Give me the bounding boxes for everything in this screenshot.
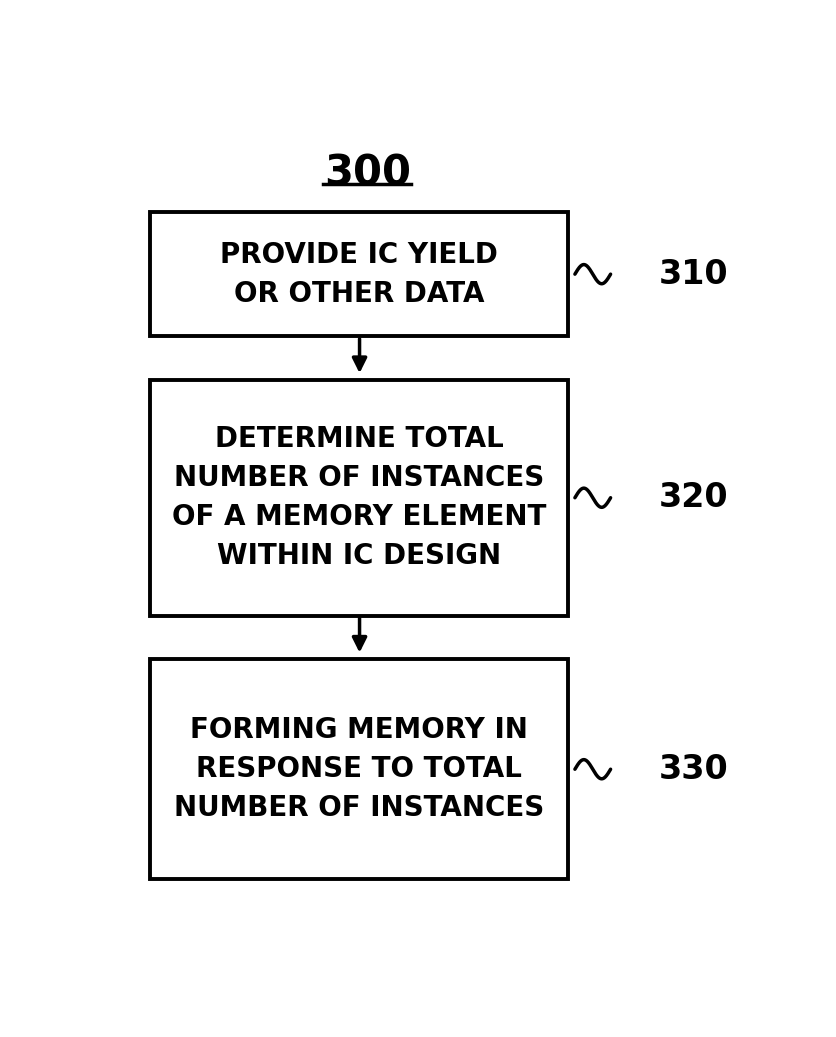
Text: PROVIDE IC YIELD
OR OTHER DATA: PROVIDE IC YIELD OR OTHER DATA <box>220 241 497 308</box>
Text: 320: 320 <box>659 481 728 514</box>
Text: 330: 330 <box>659 753 728 786</box>
Text: 300: 300 <box>324 152 410 194</box>
Text: DETERMINE TOTAL
NUMBER OF INSTANCES
OF A MEMORY ELEMENT
WITHIN IC DESIGN: DETERMINE TOTAL NUMBER OF INSTANCES OF A… <box>172 425 546 570</box>
Text: FORMING MEMORY IN
RESPONSE TO TOTAL
NUMBER OF INSTANCES: FORMING MEMORY IN RESPONSE TO TOTAL NUMB… <box>174 717 543 822</box>
FancyBboxPatch shape <box>150 660 568 879</box>
FancyBboxPatch shape <box>150 213 568 336</box>
Text: 310: 310 <box>659 257 728 290</box>
FancyBboxPatch shape <box>150 380 568 616</box>
